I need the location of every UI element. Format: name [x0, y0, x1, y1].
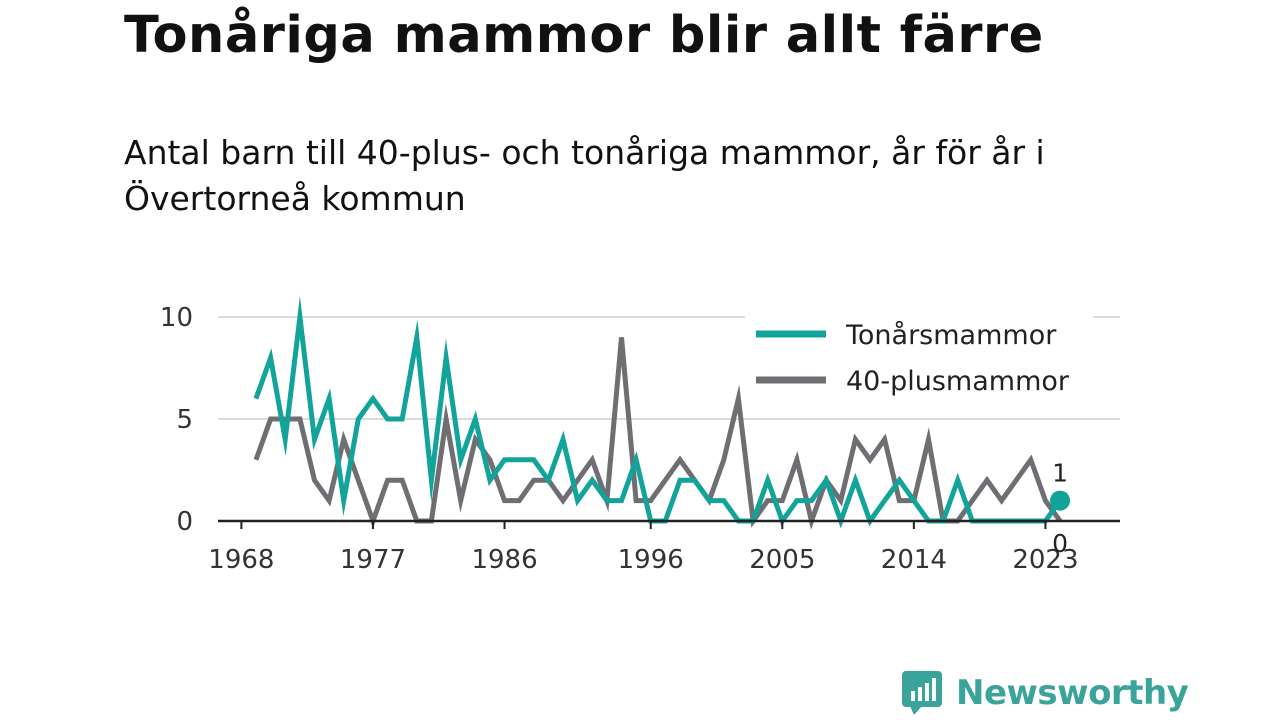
x-tick-label: 1986 [471, 545, 537, 575]
x-axis: 1968 1977 1986 1996 2005 2014 2023 [208, 519, 1120, 575]
x-tick-label: 2023 [1012, 545, 1078, 575]
x-tick-label: 1996 [618, 545, 684, 575]
brand-name: Newsworthy [956, 673, 1189, 713]
end-markers: 1 0 [1050, 459, 1071, 558]
y-tick-label: 10 [160, 303, 193, 333]
bar-chart-speech-bubble-icon [902, 671, 942, 715]
x-tick-label: 1968 [208, 545, 274, 575]
x-tick-label: 2014 [881, 545, 947, 575]
legend-label-40plusmammor: 40-plusmammor [846, 366, 1070, 397]
chart-title: Tonåriga mammor blir allt färre [124, 6, 1044, 65]
end-label-tonarsmammor: 1 [1052, 459, 1068, 488]
chart-subtitle: Antal barn till 40-plus- och tonåriga ma… [124, 133, 1045, 218]
x-tick-label: 1977 [340, 545, 406, 575]
y-tick-label: 5 [176, 405, 193, 435]
x-tick-label: 2005 [749, 545, 815, 575]
series-line-1 [253, 337, 1063, 530]
y-tick-label: 0 [176, 507, 193, 537]
legend-label-tonarsmammor: Tonårsmammor [845, 320, 1057, 351]
y-axis-ticks: 0 5 10 [160, 303, 193, 537]
legend-background [745, 310, 1093, 406]
end-point-tonarsmammor [1050, 490, 1071, 511]
newsworthy-brand: Newsworthy [902, 668, 1189, 718]
end-label-40plusmammor: 0 [1052, 529, 1068, 558]
legend: Tonårsmammor 40-plusmammor [745, 310, 1093, 406]
